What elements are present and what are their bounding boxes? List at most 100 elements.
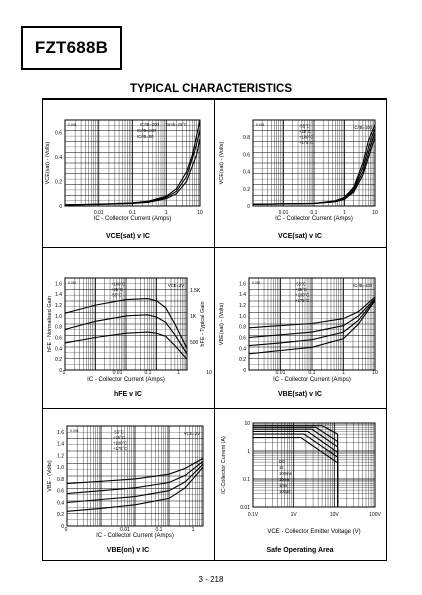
series-line-2: [253, 430, 339, 507]
series-line-5: [253, 425, 339, 507]
y-tick-label: 0.6: [57, 489, 64, 495]
series-line-1: [66, 460, 204, 495]
y-tick-label: 0: [59, 368, 62, 374]
plot-grid: [252, 119, 375, 207]
annotation: IC/IB=100: [353, 125, 372, 130]
chart-caption: Safe Operating Area: [266, 547, 333, 554]
annotation: +25°C: [299, 129, 311, 134]
series-line-1: [64, 314, 188, 355]
chart-vbesat: 0.01 0.1 1 10 0 0.2 0.4 0.6 0.8 1.0 1.2 1.4 1.6 0.001…: [219, 277, 378, 398]
y-tick-label: 0: [59, 204, 62, 210]
y-tick-label: 1.4: [57, 442, 64, 448]
chart-panel-4: 0.01 0.1 1 10 0 0.2 0.4 0.6 0.8 1.0 1.2 1.4 1.6 0.001…: [215, 248, 386, 408]
x-tick-label: 10: [206, 370, 212, 376]
x-tick-label: 0.1: [311, 210, 318, 216]
x-tick-label: 1: [192, 527, 195, 533]
x-tick-label: 10V: [330, 512, 340, 518]
series-line-0: [64, 298, 188, 349]
plot-frame: [252, 119, 376, 207]
chart-panel-3: 0 0.01 0.1 1 10 0 0.2 0.4 0.6 0.8 1.0 1.2 1.4 1.6 1.5K…: [43, 248, 214, 408]
y-axis-label: VCE(sat) - (Volts): [219, 141, 225, 184]
y-tick-label: 1.4: [55, 292, 62, 298]
annotation: 1s: [279, 465, 283, 470]
chart-caption: VCE(sat) v IC: [278, 233, 322, 240]
chart-soa: 0.1V 1V 10V 100V 0.01 0.1 1 10 DC1s100ms10ms1ms1…: [221, 421, 381, 554]
x-tick-label: 10: [372, 210, 378, 216]
series-line-3: [252, 137, 376, 205]
y-tick-label: 0.2: [57, 512, 64, 518]
y-right-tick-label: 1.5K: [190, 288, 201, 294]
series-line-0: [66, 457, 204, 485]
y-tick-label: 1.6: [55, 281, 62, 287]
series-line-4: [253, 426, 339, 507]
section-title: TYPICAL CHARACTERISTICS: [129, 83, 293, 95]
plot-frame: [248, 277, 376, 371]
y-tick-label: 0.2: [239, 357, 246, 363]
y-axis-label: IC-Collector Current (A): [221, 436, 227, 494]
annotation: 10ms: [279, 477, 289, 482]
y-tick-label: 1.2: [55, 303, 62, 309]
chart-panel-6: 0.1V 1V 10V 100V 0.01 0.1 1 10 DC 1s 100ms 10ms 1ms 1…: [215, 409, 386, 561]
corner-label: 0.001: [68, 123, 77, 127]
plot-frame: [64, 277, 188, 371]
grid-vertical-divider: [214, 99, 215, 561]
x-tick-label: 10: [372, 370, 378, 376]
y-tick-label: 0.01: [240, 505, 250, 511]
x-tick-label: 1: [342, 370, 345, 376]
annotation: IC/IB=100: [137, 128, 156, 133]
annotation: IC/IB=200: [140, 122, 159, 127]
annotation: 100µs: [279, 489, 291, 494]
plot-grid: [64, 277, 187, 371]
y-tick-label: 0: [243, 368, 246, 374]
y-tick-label: 0.8: [239, 325, 246, 331]
y-tick-label: 0: [61, 524, 64, 530]
y-tick-label: 0.4: [55, 346, 62, 352]
annotation: -55°C: [113, 430, 124, 435]
annotation: 1ms: [279, 483, 287, 488]
annotation: +100°C: [113, 441, 127, 446]
y-tick-label: 0.2: [243, 187, 250, 193]
series-line-3: [66, 466, 204, 512]
annotation: +100°C: [299, 135, 313, 140]
y-tick-label: 0.8: [243, 135, 250, 141]
plot-grid: [64, 119, 200, 207]
x-tick-label: 0.1V: [248, 512, 259, 518]
x-tick-label: 0.01: [279, 210, 289, 216]
chart-panel-5: 00.010.111000.20.40.60.81.01.21.41.60.00…: [43, 409, 230, 561]
annotation: +175°C: [299, 140, 313, 145]
plot-frame: [66, 425, 204, 527]
annotation: +100°C: [111, 282, 125, 287]
annotation: +25°C: [111, 287, 123, 292]
grid-divider-2: [42, 408, 387, 409]
series-line-3: [248, 300, 376, 355]
y-tick-label: 1.6: [57, 430, 64, 436]
y-axis-label-right: hFE - Typical Gain: [200, 301, 206, 346]
y-tick-label: 1: [247, 449, 250, 455]
y-tick-label: 0.6: [55, 130, 62, 136]
y-tick-label: 0.4: [239, 346, 246, 352]
grid-divider-1: [42, 247, 387, 248]
annotation: DC: [279, 459, 285, 464]
x-axis-label: IC - Collector Current (Amps): [96, 533, 174, 539]
x-tick-label: 0.1: [156, 527, 163, 533]
annotation: -55°C: [111, 293, 122, 298]
x-axis-label: IC - Collector Current (Amps): [275, 216, 353, 222]
annotation: Tamb=25°C: [165, 122, 187, 127]
annotation: +175°C: [113, 446, 127, 451]
series-line-2: [64, 331, 188, 360]
title-rule: [42, 98, 387, 99]
annotation: +175°C: [295, 298, 309, 303]
chart-hfe: 0 0.01 0.1 1 10 0 0.2 0.4 0.6 0.8 1.0 1.2 1.4 1.6 1.5K…: [47, 277, 212, 398]
chart-vcesat-temp: 0.01 0.1 1 10 0 0.2 0.4 0.6 0.8 0.001 IC/IB=100 -55…: [219, 119, 378, 240]
y-tick-label: 1.0: [239, 314, 246, 320]
x-tick-label: 0.1: [309, 370, 316, 376]
x-axis-label: IC - Collector Current (Amps): [87, 377, 165, 383]
x-tick-label: 1: [177, 370, 180, 376]
part-number: FZT688B: [34, 38, 109, 57]
x-axis-label: VCE - Collector Emitter Voltage (V): [267, 529, 360, 535]
y-axis-label: VBE(sat) - (Volts): [219, 303, 225, 346]
y-right-tick-label: 500: [190, 340, 199, 346]
y-axis-label: VBE - (Volts): [47, 460, 53, 492]
annotation: VCE=2V: [184, 431, 200, 436]
